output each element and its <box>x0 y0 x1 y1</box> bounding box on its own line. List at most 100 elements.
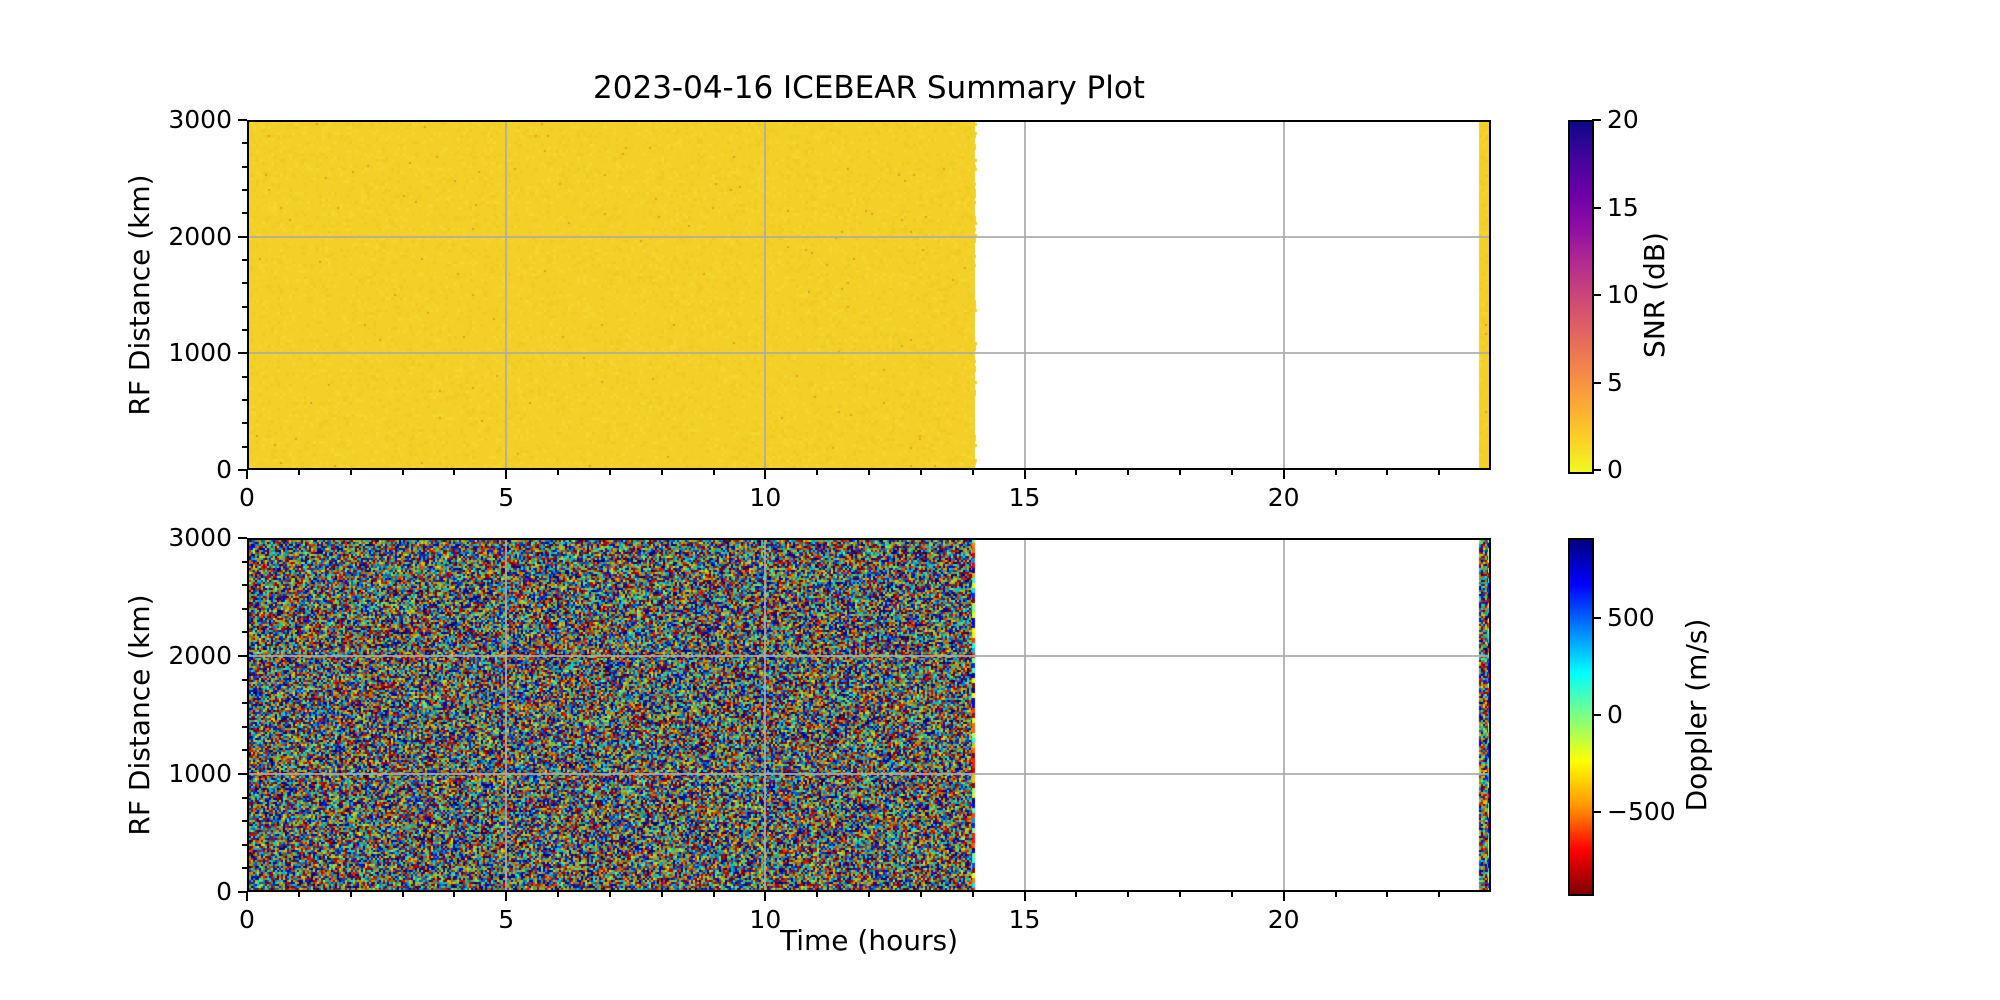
y-axis-tick <box>238 235 247 238</box>
x-axis-tick <box>1438 892 1441 897</box>
y-axis-tick <box>242 212 247 215</box>
y-axis-tick <box>242 259 247 261</box>
x-axis-tick <box>712 892 715 897</box>
x-axis-label: Time (hours) <box>780 924 958 957</box>
x-axis-tick <box>764 470 767 479</box>
x-axis-tick <box>1230 892 1233 897</box>
y-axis-tick <box>238 891 247 893</box>
x-axis-tick <box>1023 892 1026 901</box>
colorbar-tick-label: 15 <box>1607 192 1639 222</box>
x-axis-tick <box>1386 892 1389 897</box>
snr-heatmap-canvas <box>247 120 1491 470</box>
x-axis-tick <box>971 892 974 897</box>
x-axis-tick <box>1075 470 1078 475</box>
y-axis-tick <box>242 445 247 448</box>
colorbar-tick <box>1592 714 1601 716</box>
x-axis-tick <box>453 892 456 897</box>
y-axis-tick <box>242 165 247 168</box>
y-axis-tick <box>238 469 247 471</box>
x-axis-tick <box>1023 470 1026 479</box>
colorbar-tick <box>1592 206 1601 209</box>
y-axis-tick <box>242 142 247 145</box>
x-tick-label: 20 <box>1267 483 1300 512</box>
doppler-y-axis-label: RF Distance (km) <box>123 594 156 836</box>
x-axis-tick <box>349 470 352 475</box>
y-axis-tick <box>242 375 247 378</box>
colorbar-tick <box>1592 119 1601 121</box>
y-axis-tick <box>242 584 247 587</box>
x-axis-tick <box>1075 892 1078 897</box>
colorbar-tick-label: 5 <box>1607 367 1623 397</box>
vertical-gridline <box>1023 120 1026 470</box>
snr-heatmap-panel <box>247 120 1491 470</box>
vertical-gridline <box>505 538 508 892</box>
y-axis-tick <box>242 867 247 870</box>
y-axis-tick <box>238 352 247 355</box>
x-axis-tick <box>297 470 300 475</box>
colorbar-tick <box>1592 294 1601 296</box>
horizontal-gridline <box>247 773 1491 775</box>
x-axis-tick <box>919 892 922 897</box>
x-axis-tick <box>401 892 404 897</box>
y-tick-label: 0 <box>216 455 232 484</box>
x-axis-tick <box>1127 892 1130 897</box>
x-tick-label: 0 <box>239 483 255 512</box>
colorbar-tick <box>1592 811 1601 814</box>
doppler-colorbar <box>1568 538 1594 896</box>
y-axis-tick <box>242 843 247 846</box>
x-tick-label: 10 <box>749 905 782 934</box>
x-axis-tick <box>453 470 456 475</box>
x-tick-label: 5 <box>498 483 515 512</box>
y-tick-label: 3000 <box>168 105 232 134</box>
x-axis-tick <box>868 470 870 475</box>
y-axis-tick <box>242 607 247 610</box>
snr-colorbar <box>1568 120 1594 474</box>
x-axis-tick <box>1334 892 1337 897</box>
x-axis-tick <box>1282 892 1285 901</box>
x-axis-tick <box>868 892 870 897</box>
x-axis-tick <box>349 892 352 897</box>
y-axis-tick <box>242 189 247 191</box>
y-axis-tick <box>238 119 247 121</box>
x-axis-tick <box>557 470 559 475</box>
x-axis-tick <box>505 892 508 901</box>
x-axis-tick <box>764 892 767 901</box>
colorbar-tick-label: 0 <box>1607 455 1623 484</box>
x-tick-label: 20 <box>1267 905 1300 934</box>
y-axis-tick <box>242 820 247 823</box>
vertical-gridline <box>505 120 508 470</box>
figure-title: 2023-04-16 ICEBEAR Summary Plot <box>593 70 1145 106</box>
x-axis-tick <box>712 470 715 475</box>
x-axis-tick <box>1334 470 1337 475</box>
colorbar-tick-label: 0 <box>1607 700 1623 729</box>
y-axis-tick <box>242 329 247 331</box>
vertical-gridline <box>1282 538 1285 892</box>
colorbar-tick <box>1592 381 1601 384</box>
x-axis-tick <box>608 470 611 475</box>
x-axis-tick <box>505 470 508 479</box>
y-axis-tick <box>242 678 247 681</box>
vertical-gridline <box>764 538 767 892</box>
y-axis-tick <box>242 305 247 308</box>
y-axis-tick <box>242 702 247 705</box>
colorbar-tick <box>1592 469 1601 471</box>
y-axis-tick <box>242 631 247 634</box>
x-tick-label: 15 <box>1008 483 1041 512</box>
horizontal-gridline <box>247 235 1491 238</box>
doppler-colorbar-label: Doppler (m/s) <box>1680 618 1713 812</box>
colorbar-tick-label: 10 <box>1607 280 1639 309</box>
x-axis-tick <box>1127 470 1130 475</box>
y-tick-label: 2000 <box>168 221 232 251</box>
x-axis-tick <box>401 470 404 475</box>
x-axis-tick <box>608 892 611 897</box>
y-axis-tick <box>242 422 247 425</box>
doppler-heatmap-canvas <box>247 538 1491 892</box>
horizontal-gridline <box>247 352 1491 355</box>
snr-colorbar-label: SNR (dB) <box>1638 232 1671 358</box>
y-tick-label: 1000 <box>168 759 232 788</box>
y-axis-tick <box>242 399 247 401</box>
x-axis-tick <box>1438 470 1441 475</box>
y-tick-label: 2000 <box>168 641 232 670</box>
vertical-gridline <box>764 120 767 470</box>
